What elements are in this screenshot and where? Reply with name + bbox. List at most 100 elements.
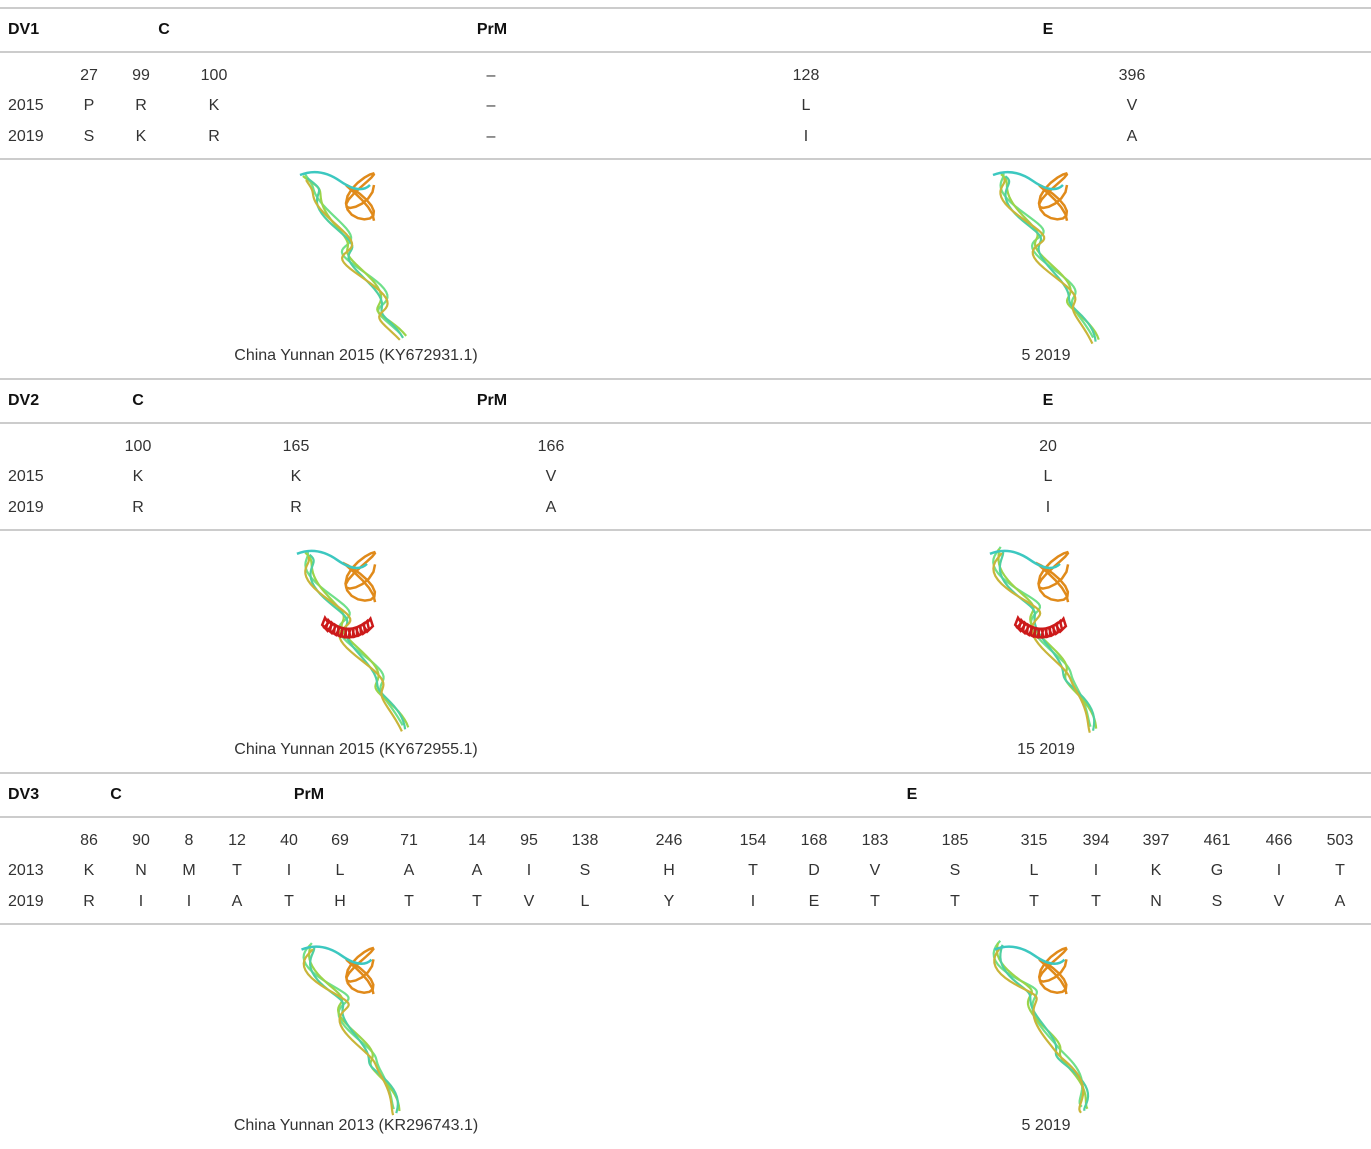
residue-cell: R bbox=[83, 893, 95, 910]
position-cell: 100 bbox=[201, 67, 228, 84]
residue-cell: V bbox=[524, 893, 535, 910]
residue-cell: T bbox=[950, 893, 960, 910]
year-cell: 2013 bbox=[8, 862, 44, 879]
residue-cell: A bbox=[472, 862, 483, 879]
gene-label: E bbox=[907, 786, 918, 803]
residue-cell: A bbox=[404, 862, 415, 879]
gene-label: E bbox=[1043, 392, 1054, 409]
ribbon bbox=[310, 555, 406, 730]
position-cell: 8 bbox=[185, 832, 194, 849]
residue-cell: V bbox=[1274, 893, 1285, 910]
position-cell: 396 bbox=[1119, 67, 1146, 84]
position-cell: 246 bbox=[656, 832, 683, 849]
residue-cell: G bbox=[1211, 862, 1223, 879]
year-cell: 2019 bbox=[8, 499, 44, 516]
residue-cell: L bbox=[1030, 862, 1039, 879]
year-cell: 2015 bbox=[8, 468, 44, 485]
residue-cell: L bbox=[581, 893, 590, 910]
position-cell: 20 bbox=[1039, 438, 1057, 455]
serotype-label: DV1 bbox=[8, 21, 39, 38]
ribbon-domain bbox=[346, 173, 374, 220]
protein-structure bbox=[300, 172, 406, 340]
residue-cell: P bbox=[84, 97, 95, 114]
residue-cell: T bbox=[748, 862, 758, 879]
position-cell: 397 bbox=[1143, 832, 1170, 849]
residue-cell: L bbox=[1044, 468, 1053, 485]
residue-cell: A bbox=[232, 893, 243, 910]
residue-cell: I bbox=[187, 893, 191, 910]
position-cell: 503 bbox=[1327, 832, 1354, 849]
gene-label: PrM bbox=[477, 392, 507, 409]
page: {"sections": [ {"header": {"serotype": "… bbox=[0, 0, 1371, 1149]
structure-caption: 5 2019 bbox=[1022, 1117, 1071, 1134]
residue-cell: H bbox=[334, 893, 346, 910]
residue-cell: R bbox=[208, 128, 220, 145]
gene-label: C bbox=[132, 392, 144, 409]
position-cell: 466 bbox=[1266, 832, 1293, 849]
residue-cell: I bbox=[139, 893, 143, 910]
position-cell: 154 bbox=[740, 832, 767, 849]
residue-cell: S bbox=[84, 128, 95, 145]
position-cell: 461 bbox=[1204, 832, 1231, 849]
position-cell: 183 bbox=[862, 832, 889, 849]
position-cell: 27 bbox=[80, 67, 98, 84]
structure-caption: 15 2019 bbox=[1017, 741, 1075, 758]
residue-cell: D bbox=[808, 862, 820, 879]
protein-structure bbox=[994, 941, 1088, 1113]
residue-cell: K bbox=[1151, 862, 1162, 879]
residue-cell: – bbox=[487, 128, 496, 145]
residue-cell: K bbox=[291, 468, 302, 485]
position-cell: 69 bbox=[331, 832, 349, 849]
position-cell: 165 bbox=[283, 438, 310, 455]
residue-cell: E bbox=[809, 893, 820, 910]
ribbon-domain bbox=[346, 948, 373, 994]
ribbon bbox=[305, 174, 401, 334]
ribbon bbox=[1001, 174, 1099, 339]
position-cell: 40 bbox=[280, 832, 298, 849]
residue-cell: S bbox=[1212, 893, 1223, 910]
structure-caption: 5 2019 bbox=[1022, 347, 1071, 364]
structure-caption: China Yunnan 2015 (KY672931.1) bbox=[234, 347, 477, 364]
residue-cell: I bbox=[751, 893, 755, 910]
serotype-label: DV2 bbox=[8, 392, 39, 409]
residue-cell: I bbox=[1094, 862, 1098, 879]
residue-cell: V bbox=[870, 862, 881, 879]
ribbon-domain bbox=[1039, 552, 1069, 602]
ribbon bbox=[1005, 176, 1095, 341]
residue-cell: S bbox=[950, 862, 961, 879]
residue-cell: N bbox=[135, 862, 147, 879]
gene-label: E bbox=[1043, 21, 1054, 38]
residue-cell: I bbox=[1277, 862, 1281, 879]
residue-cell: N bbox=[1150, 893, 1162, 910]
position-cell: 95 bbox=[520, 832, 538, 849]
residue-cell: L bbox=[802, 97, 811, 114]
ribbon bbox=[994, 947, 1083, 1113]
residue-cell: R bbox=[132, 499, 144, 516]
residue-cell: T bbox=[1335, 862, 1345, 879]
ribbon bbox=[994, 941, 1083, 1107]
structure-caption: China Yunnan 2015 (KY672955.1) bbox=[234, 741, 477, 758]
residue-cell: T bbox=[404, 893, 414, 910]
year-cell: 2019 bbox=[8, 893, 44, 910]
position-cell: – bbox=[487, 67, 496, 84]
residue-cell: T bbox=[232, 862, 242, 879]
residue-cell: T bbox=[1091, 893, 1101, 910]
position-cell: 14 bbox=[468, 832, 486, 849]
position-cell: 168 bbox=[801, 832, 828, 849]
residue-cell: A bbox=[1127, 128, 1138, 145]
position-cell: 315 bbox=[1021, 832, 1048, 849]
ribbon-domain bbox=[1039, 173, 1067, 220]
position-cell: 99 bbox=[132, 67, 150, 84]
serotype-label: DV3 bbox=[8, 786, 39, 803]
residue-cell: I bbox=[804, 128, 808, 145]
ribbon bbox=[1000, 551, 1094, 731]
protein-structure bbox=[297, 551, 408, 732]
position-cell: 185 bbox=[942, 832, 969, 849]
gene-label: PrM bbox=[294, 786, 324, 803]
residue-cell: M bbox=[182, 862, 195, 879]
residue-cell: – bbox=[487, 97, 496, 114]
residue-cell: S bbox=[580, 862, 591, 879]
position-cell: 394 bbox=[1083, 832, 1110, 849]
protein-structure bbox=[302, 943, 400, 1115]
protein-structure bbox=[990, 547, 1096, 733]
